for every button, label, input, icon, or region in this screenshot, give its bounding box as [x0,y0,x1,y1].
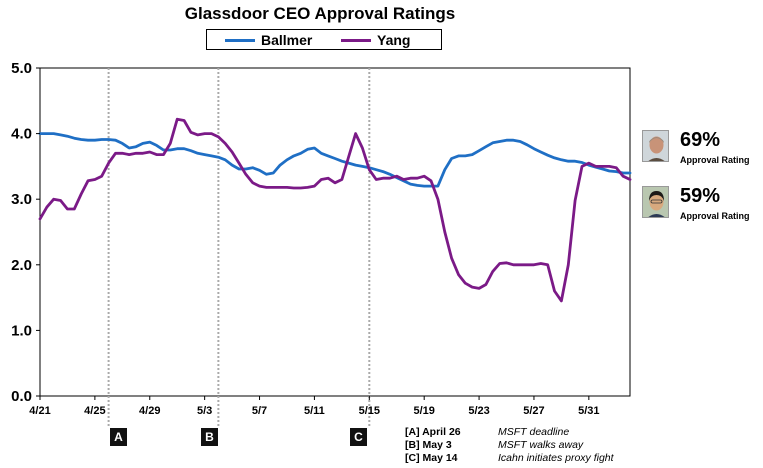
legend-swatch-yang [341,38,371,42]
x-tick-label: 5/31 [578,405,599,417]
ballmer-rating-label: Approval Rating [680,155,750,165]
x-tick-label: 4/21 [29,405,50,417]
y-tick-label: 3.0 [11,191,32,208]
marker-a-box: A [110,428,127,446]
marker-c-box: C [350,428,367,446]
legend-item-yang: Yang [341,31,410,49]
y-tick-label: 0.0 [11,388,32,405]
x-tick-label: 4/29 [139,405,160,417]
legend: Ballmer Yang [206,29,442,50]
yang-avatar [642,186,669,218]
y-tick-label: 4.0 [11,126,32,143]
x-tick-label: 5/19 [413,405,434,417]
y-tick-label: 5.0 [11,60,32,77]
x-tick-label: 5/23 [468,405,489,417]
legend-label-ballmer: Ballmer [261,32,313,48]
note-key-b: [B] May 3 [405,439,452,451]
event-notes: [A] April 26 MSFT deadline [B] May 3 MSFT … [405,426,614,465]
note-desc-c: Icahn initiates proxy fight [498,452,614,464]
note-row-c: [C] May 14 Icahn initiates proxy fight [405,452,614,465]
legend-swatch-ballmer [225,38,255,42]
ballmer-percent: 69% [680,129,721,151]
x-tick-label: 5/11 [304,405,325,417]
ballmer-avatar [642,130,669,162]
note-key-a: [A] April 26 [405,426,461,438]
x-tick-label: 4/25 [84,405,105,417]
chart-title: Glassdoor CEO Approval Ratings [184,4,456,23]
x-tick-label: 5/15 [359,405,380,417]
y-tick-label: 2.0 [11,257,32,274]
legend-item-ballmer: Ballmer [225,31,312,49]
legend-label-yang: Yang [377,32,411,48]
series-line-yang [38,117,632,303]
note-key-c: [C] May 14 [405,452,458,464]
x-tick-label: 5/7 [252,405,267,417]
x-tick-label: 5/3 [197,405,212,417]
x-tick-label: 5/27 [523,405,544,417]
series-line-ballmer [38,132,632,188]
note-row-b: [B] May 3 MSFT walks away [405,439,614,452]
note-row-a: [A] April 26 MSFT deadline [405,426,614,439]
yang-rating-label: Approval Rating [680,211,750,221]
note-desc-b: MSFT walks away [498,439,584,451]
yang-percent: 59% [680,185,721,207]
plot-frame [39,67,631,397]
marker-b-box: B [201,428,218,446]
note-desc-a: MSFT deadline [498,426,570,438]
y-tick-label: 1.0 [11,322,32,339]
